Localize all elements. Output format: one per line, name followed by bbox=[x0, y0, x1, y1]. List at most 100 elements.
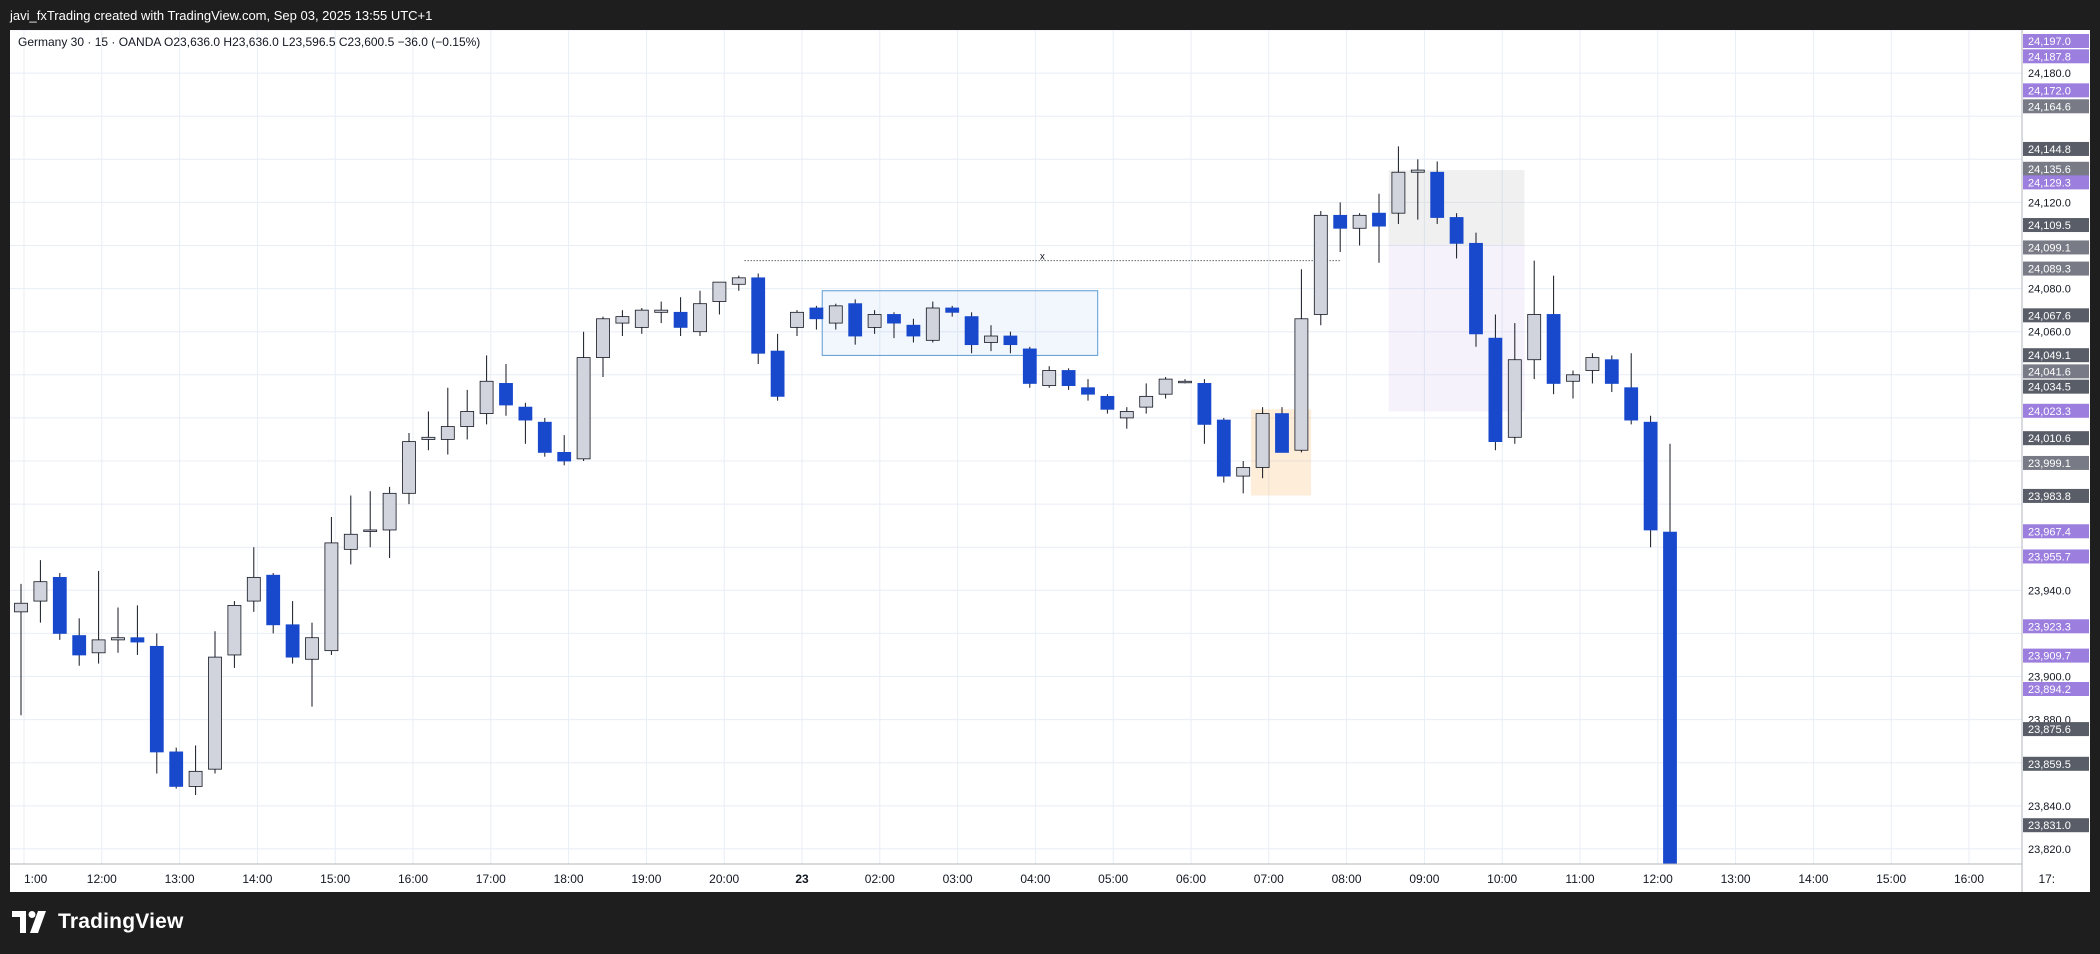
price-label-text: 24,099.1 bbox=[2028, 242, 2071, 254]
candle-body-down bbox=[285, 624, 300, 658]
candle-body-down bbox=[518, 406, 533, 421]
candle-body-up bbox=[1585, 357, 1600, 371]
candle-body-up bbox=[111, 637, 125, 641]
price-label-badge bbox=[2023, 99, 2089, 114]
price-label-text: 24,034.5 bbox=[2028, 382, 2071, 394]
time-tick-label: 08:00 bbox=[1332, 872, 1362, 886]
time-tick-label: 03:00 bbox=[943, 872, 973, 886]
price-label-text: 23,875.6 bbox=[2028, 724, 2071, 736]
price-label-badge bbox=[2023, 364, 2089, 379]
price-tick-label: 23,840.0 bbox=[2028, 801, 2071, 813]
candle-body-up bbox=[1410, 169, 1425, 173]
price-label-text: 24,109.5 bbox=[2028, 220, 2071, 232]
price-axis-labels: 24,197.0 24,187.8 24,172.0 24,164.6 24,144.8… bbox=[2023, 34, 2089, 833]
candle-body-down bbox=[1469, 242, 1483, 335]
candle-body-down bbox=[1216, 419, 1231, 477]
time-tick-label: 17: bbox=[2038, 872, 2055, 886]
candle-body-up bbox=[91, 639, 106, 654]
price-label-text: 23,999.1 bbox=[2028, 458, 2071, 470]
candle-body-up bbox=[1527, 314, 1542, 361]
candle-body-up bbox=[479, 380, 494, 414]
tradingview-logo: TradingView bbox=[12, 910, 184, 934]
candle-body-down bbox=[1333, 214, 1348, 229]
candle-body-up bbox=[1391, 171, 1406, 214]
candle-body-down bbox=[964, 316, 979, 346]
time-tick-label: 16:00 bbox=[398, 872, 428, 886]
price-label-badge bbox=[2023, 756, 2089, 771]
candle-body-up bbox=[693, 303, 707, 333]
candle-body-up bbox=[440, 426, 455, 440]
candle-body-down bbox=[1663, 531, 1677, 865]
price-label-badge bbox=[2023, 175, 2089, 190]
time-tick-label: 05:00 bbox=[1098, 872, 1128, 886]
candle-body-up bbox=[1158, 378, 1173, 395]
candle-body-down bbox=[130, 637, 145, 643]
price-label-badge bbox=[2023, 240, 2089, 255]
candle-body-up bbox=[867, 314, 882, 328]
symbol-legend: Germany 30 · 15 · OANDA O23,636.0 H23,63… bbox=[18, 35, 480, 49]
price-label-badge bbox=[2023, 218, 2089, 233]
candle-body-up bbox=[33, 581, 48, 602]
candle-body-down bbox=[1643, 421, 1658, 531]
candle-body-down bbox=[887, 314, 901, 324]
candle-body-down bbox=[906, 324, 921, 337]
grid-lines bbox=[10, 29, 2048, 864]
price-label-badge bbox=[2023, 431, 2089, 446]
price-label-text: 23,859.5 bbox=[2028, 759, 2071, 771]
tradingview-logo-text: TradingView bbox=[58, 910, 184, 933]
price-label-badge bbox=[2023, 488, 2089, 503]
chart-area[interactable]: x 24,180.0 24,120.0 24,080.0 24,060.0 23,940… bbox=[10, 29, 2090, 892]
candle-body-up bbox=[1139, 395, 1154, 408]
candle-body-up bbox=[925, 307, 940, 341]
time-tick-label: 14:00 bbox=[242, 872, 272, 886]
time-tick-label: 16:00 bbox=[1954, 872, 1984, 886]
price-label-text: 23,923.3 bbox=[2028, 621, 2071, 633]
time-tick-label: 09:00 bbox=[1409, 872, 1439, 886]
candle-body-up bbox=[1236, 467, 1251, 477]
price-label-text: 24,172.0 bbox=[2028, 85, 2071, 97]
price-label-badge bbox=[2023, 379, 2089, 394]
price-label-badge bbox=[2023, 818, 2089, 833]
price-tick-label: 24,060.0 bbox=[2028, 327, 2071, 339]
time-tick-label: 14:00 bbox=[1798, 872, 1828, 886]
price-label-badge bbox=[2023, 348, 2089, 363]
tradingview-logo-icon bbox=[12, 911, 46, 933]
price-label-badge bbox=[2023, 648, 2089, 663]
price-label-badge bbox=[2023, 308, 2089, 323]
price-label-badge bbox=[2023, 524, 2089, 539]
candle-body-down bbox=[52, 576, 67, 634]
candle-body-up bbox=[1507, 359, 1522, 438]
candle-body-up bbox=[188, 770, 203, 787]
time-tick-label: 17:00 bbox=[476, 872, 506, 886]
candle-body-down bbox=[945, 307, 960, 313]
candle-body-up bbox=[731, 277, 746, 285]
candlestick-chart[interactable]: x 24,180.0 24,120.0 24,080.0 24,060.0 23,940… bbox=[10, 29, 2090, 892]
price-label-text: 24,144.8 bbox=[2028, 144, 2071, 156]
candle-body-down bbox=[1430, 171, 1445, 218]
price-label-text: 24,049.1 bbox=[2028, 350, 2071, 362]
candle-body-down bbox=[1372, 212, 1386, 227]
candle-body-up bbox=[246, 576, 261, 602]
candle-body-up bbox=[712, 281, 727, 302]
price-label-text: 24,135.6 bbox=[2028, 164, 2071, 176]
price-label-text: 24,129.3 bbox=[2028, 177, 2071, 189]
price-label-text: 23,909.7 bbox=[2028, 651, 2071, 663]
price-tick-label: 23,900.0 bbox=[2028, 672, 2071, 684]
candle-body-down bbox=[1624, 387, 1639, 421]
candle-body-down bbox=[1275, 413, 1289, 453]
time-tick-label: 20:00 bbox=[709, 872, 739, 886]
candle-body-up bbox=[208, 656, 222, 770]
candle-body-up bbox=[324, 542, 339, 652]
candle-body-up bbox=[790, 311, 804, 328]
candle-body-down bbox=[1197, 383, 1212, 425]
candle-body-up bbox=[1313, 214, 1328, 315]
candle-body-down bbox=[557, 451, 572, 462]
price-label-text: 24,164.6 bbox=[2028, 101, 2071, 113]
candle-body-up bbox=[984, 335, 998, 343]
price-tick-label: 23,820.0 bbox=[2028, 844, 2071, 856]
candle-body-down bbox=[169, 751, 184, 787]
candle-body-up bbox=[382, 492, 397, 531]
price-label-badge bbox=[2023, 403, 2089, 418]
price-label-badge bbox=[2023, 682, 2089, 697]
candle-body-down bbox=[499, 383, 513, 406]
